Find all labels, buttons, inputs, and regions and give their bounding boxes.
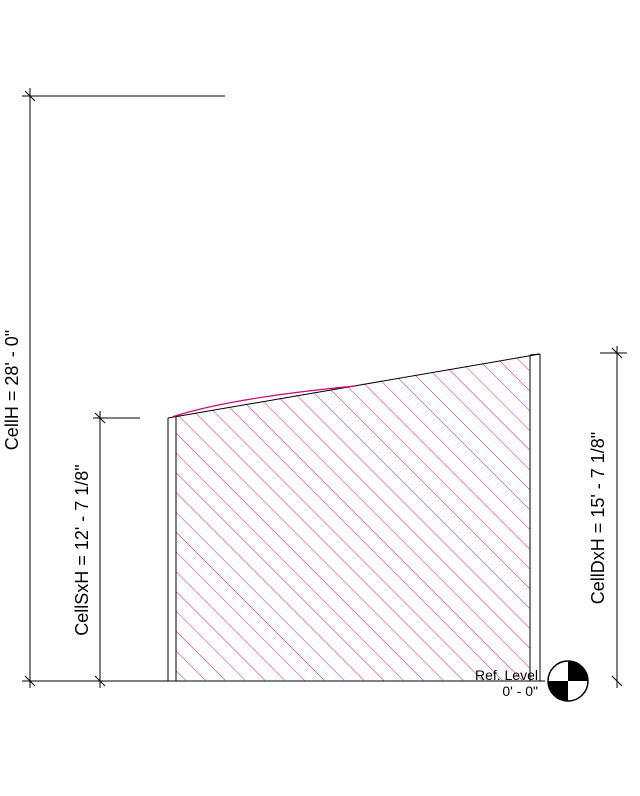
right-height-tick-top: [611, 347, 623, 359]
level-elevation: 0' - 0": [502, 683, 538, 699]
wall-top-cap-right: [529, 353, 541, 356]
wall-top-curve: [171, 385, 356, 418]
right-height-label: CellDxH = 15' - 7 1/8": [588, 432, 608, 604]
overall-height-label: CellH = 28' - 0": [2, 330, 22, 450]
level-target-icon: [547, 660, 589, 702]
left-height-dimension: CellSxH = 12' - 7 1/8": [72, 411, 140, 688]
right-height-tick-bottom: [611, 675, 623, 687]
right-height-dimension: CellDxH = 15' - 7 1/8": [588, 346, 627, 688]
wall-hatch-fill: [176, 355, 530, 681]
left-height-tick-top: [94, 412, 106, 424]
left-height-label: CellSxH = 12' - 7 1/8": [72, 464, 92, 635]
level-marker: Ref. Level 0' - 0": [475, 660, 589, 702]
overall-height-dimension: CellH = 28' - 0": [2, 88, 225, 688]
overall-height-tick-top: [24, 90, 36, 102]
level-name: Ref. Level: [475, 667, 538, 683]
wall-section: [167, 353, 541, 681]
